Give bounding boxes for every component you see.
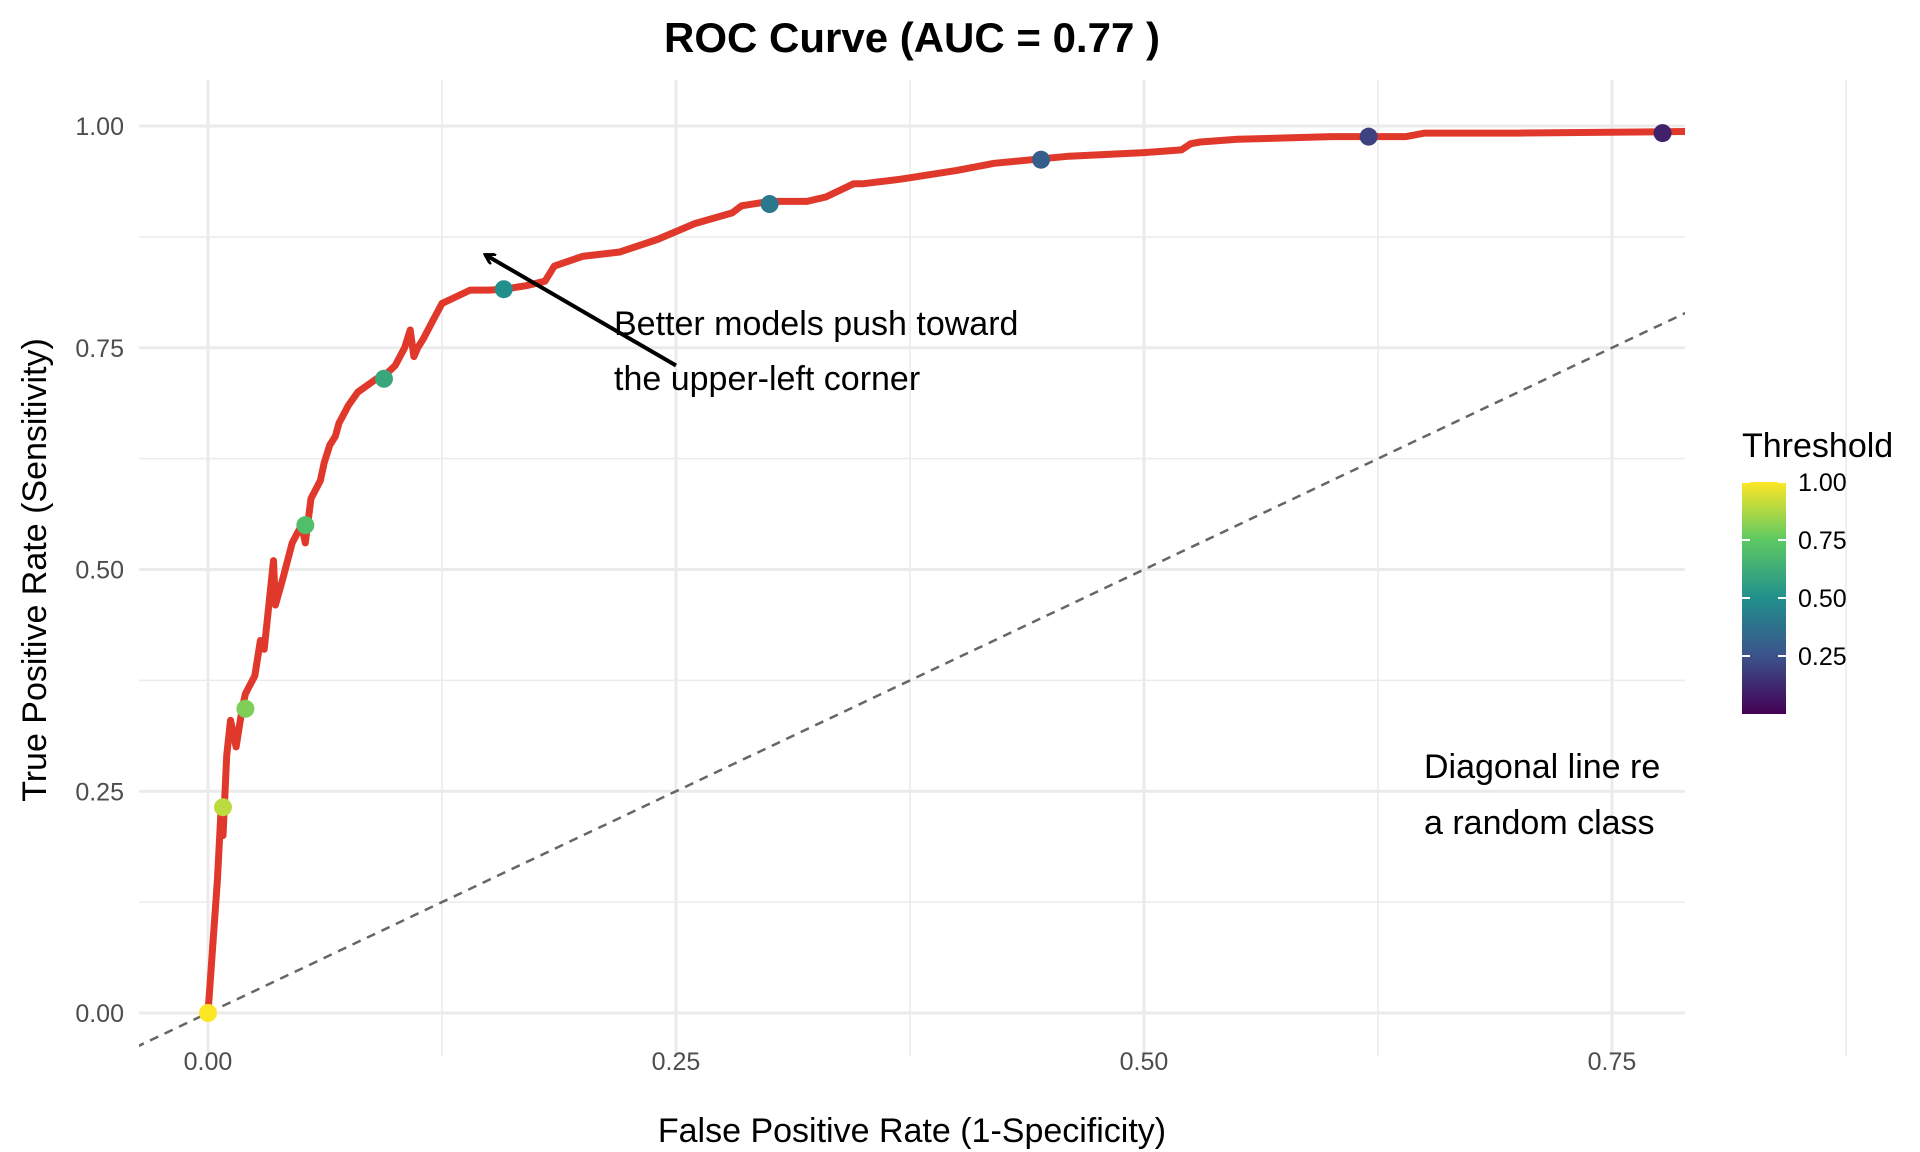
threshold-point [1032, 150, 1051, 169]
annotation-better-line-2: the upper-left corner [614, 360, 920, 398]
legend-tick-label: 1.00 [1798, 469, 1847, 497]
x-tick-label: 0.25 [652, 1048, 701, 1076]
threshold-point [1359, 127, 1378, 146]
roc-curve-line [204, 127, 1685, 1017]
grid-lines [139, 80, 1847, 1056]
y-axis-title: True Positive Rate (Sensitivity) [16, 338, 54, 802]
threshold-legend: Threshold 1.00 0.75 0.50 0.25 [1742, 427, 1893, 714]
threshold-point [374, 369, 393, 388]
threshold-point [213, 798, 232, 817]
annotation-better-line-1: Better models push toward [614, 305, 1018, 343]
x-axis-ticks: 0.00 0.25 0.50 0.75 [184, 1048, 1637, 1076]
y-tick-label: 1.00 [75, 113, 124, 141]
annotation-arrow [485, 252, 678, 368]
legend-title: Threshold [1742, 427, 1893, 465]
annotation-diagonal-line-2: a random class [1424, 804, 1655, 842]
legend-ticks: 1.00 0.75 0.50 0.25 [1742, 469, 1847, 671]
y-tick-label: 0.50 [75, 557, 124, 585]
threshold-point [760, 195, 779, 214]
annotations: Better models push toward the upper-left… [485, 252, 1660, 842]
threshold-point [236, 699, 255, 718]
x-tick-label: 0.50 [1120, 1048, 1169, 1076]
threshold-point [494, 280, 513, 299]
y-tick-label: 0.00 [75, 1000, 124, 1028]
threshold-point [199, 1004, 217, 1022]
y-tick-label: 0.75 [75, 335, 124, 363]
threshold-points [199, 117, 1842, 1022]
threshold-point [1824, 117, 1842, 135]
x-tick-label: 0.75 [1588, 1048, 1637, 1076]
threshold-point [1653, 124, 1672, 143]
y-tick-label: 0.25 [75, 778, 124, 806]
annotation-diagonal-line-1: Diagonal line re [1424, 748, 1660, 786]
legend-tick-label: 0.25 [1798, 643, 1847, 671]
x-axis-title: False Positive Rate (1-Specificity) [658, 1112, 1166, 1150]
x-tick-label: 0.00 [184, 1048, 233, 1076]
legend-tick-label: 0.50 [1798, 585, 1847, 613]
y-axis-ticks: 0.00 0.25 0.50 0.75 1.00 [75, 113, 124, 1028]
chart-title: ROC Curve (AUC = 0.77 ) [664, 14, 1160, 61]
threshold-point [296, 516, 315, 535]
random-classifier-diagonal [139, 311, 1685, 1048]
legend-tick-label: 0.75 [1798, 527, 1847, 555]
